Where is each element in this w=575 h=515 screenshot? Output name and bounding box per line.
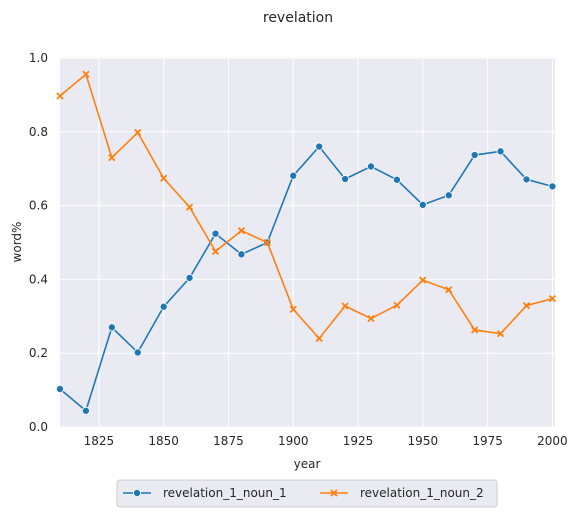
legend-entry-revelation_1_noun_2: revelation_1_noun_2 [320,486,484,500]
data-point-revelation_1_noun_1-1880 [237,250,246,259]
data-point-revelation_1_noun_2-2000-stroke-b [548,294,557,303]
series-revelation_1_noun_2 [56,70,557,343]
data-point-revelation_1_noun_2-1990-stroke-b [522,301,531,310]
data-point-revelation_1_noun_2-1880-stroke-b [237,227,246,235]
data-point-revelation_1_noun_2-1900 [289,305,297,313]
data-point-revelation_1_noun_2-1920-stroke-b [341,302,349,310]
y-tick-label: 0.6 [29,199,48,213]
data-point-revelation_1_noun_2-1820-stroke-b [82,70,90,78]
data-point-revelation_1_noun_2-1890-stroke-b [263,238,271,247]
y-tick-label: 0.4 [29,272,48,286]
data-point-revelation_1_noun_2-1910-stroke-b [315,334,323,343]
legend-marker-revelation_1_noun_1 [132,488,141,497]
data-point-revelation_1_noun_2-2000 [548,294,557,303]
legend-box [116,479,498,508]
data-point-revelation_1_noun_2-1940-stroke-b [393,301,401,309]
data-point-revelation_1_noun_1-1980 [496,147,505,156]
data-point-revelation_1_noun_2-1840-stroke-b [134,128,142,137]
series-line-revelation_1_noun_1 [59,145,553,413]
data-point-revelation_1_noun_1-1860 [185,273,194,282]
data-point-revelation_1_noun_2-1900-stroke-b [289,305,297,313]
data-point-revelation_1_noun_2-1940 [393,301,401,309]
data-point-revelation_1_noun_2-1910 [315,334,323,343]
legend-marker-revelation_1_noun_2-stroke-b [330,489,338,497]
data-point-revelation_1_noun_2-1830-stroke-b [108,153,116,162]
legend-label-revelation_1_noun_1: revelation_1_noun_1 [163,486,287,500]
y-tick-label: 0.2 [29,346,48,360]
data-point-revelation_1_noun_2-1970-stroke-b [471,326,479,334]
data-point-revelation_1_noun_2-1860 [185,203,194,211]
data-point-revelation_1_noun_1-1920 [341,175,350,184]
data-point-revelation_1_noun_2-1840 [134,128,142,137]
chart-title: revelation [263,10,333,26]
data-point-revelation_1_noun_2-1930-stroke-b [367,314,375,323]
data-point-revelation_1_noun_1-1970 [470,151,479,160]
data-point-revelation_1_noun_1-1940 [392,175,401,184]
data-point-revelation_1_noun_2-1990 [522,301,531,310]
data-point-revelation_1_noun_2-1980 [496,330,505,338]
data-point-revelation_1_noun_2-1960 [445,286,453,294]
legend-marker-revelation_1_noun_2 [330,489,338,497]
x-tick-label: 1975 [472,434,503,448]
data-point-revelation_1_noun_1-1830 [107,323,116,332]
data-point-revelation_1_noun_2-1870-stroke-b [211,247,220,255]
data-point-revelation_1_noun_2-1950 [419,276,427,284]
data-point-revelation_1_noun_2-1870 [211,247,220,255]
data-point-revelation_1_noun_1-1950 [418,200,427,209]
data-point-revelation_1_noun_2-1980-stroke-b [496,330,505,338]
data-point-revelation_1_noun_2-1830 [108,153,116,162]
y-axis-ticks: 0.0 0.2 0.4 0.6 0.8 1.0 [29,51,48,434]
data-point-revelation_1_noun_1-1900 [289,171,298,180]
data-point-revelation_1_noun_1-1960 [444,191,453,200]
x-tick-label: 1825 [84,434,115,448]
data-point-revelation_1_noun_2-1850-stroke-b [160,174,168,182]
data-point-revelation_1_noun_2-1960-stroke-b [445,286,453,294]
y-tick-label: 0.8 [29,125,48,139]
data-point-revelation_1_noun_2-1950-stroke-b [419,276,427,284]
data-point-revelation_1_noun_2-1850 [160,174,168,182]
data-point-revelation_1_noun_1-1850 [159,302,168,311]
x-axis-ticks: 1825 1850 1875 1900 1925 1950 1975 2000 [84,434,568,448]
legend: revelation_1_noun_1 revelation_1_noun_2 [116,479,498,508]
data-point-revelation_1_noun_1-1990 [522,175,531,184]
x-tick-label: 1875 [213,434,244,448]
data-point-revelation_1_noun_2-1970 [471,326,479,334]
plot-background [60,58,555,427]
x-tick-label: 1900 [278,434,309,448]
data-point-revelation_1_noun_1-1810 [56,384,65,393]
legend-label-revelation_1_noun_2: revelation_1_noun_2 [360,486,484,500]
data-point-revelation_1_noun_1-1870 [211,229,220,238]
legend-entry-revelation_1_noun_1: revelation_1_noun_1 [123,486,287,500]
data-point-revelation_1_noun_1-2000 [548,182,557,191]
x-axis-label: year [294,457,321,471]
x-tick-label: 2000 [537,434,568,448]
data-point-revelation_1_noun_2-1860-stroke-b [185,203,194,211]
grid-lines [60,57,555,428]
data-point-revelation_1_noun_2-1930 [367,314,375,323]
data-point-revelation_1_noun_2-1890 [263,238,271,247]
data-point-revelation_1_noun_2-1820 [82,70,90,78]
series-layer [56,70,557,415]
y-tick-label: 0.0 [29,420,48,434]
x-tick-label: 1850 [148,434,179,448]
data-point-revelation_1_noun_1-1910 [315,142,324,151]
data-point-revelation_1_noun_2-1810-stroke-b [56,92,64,100]
data-point-revelation_1_noun_2-1880 [237,227,246,235]
y-tick-label: 1.0 [29,51,48,65]
data-point-revelation_1_noun_1-1930 [366,162,375,171]
x-tick-label: 1950 [408,434,439,448]
data-point-revelation_1_noun_2-1920 [341,302,349,310]
data-point-revelation_1_noun_1-1840 [133,348,142,357]
series-line-revelation_1_noun_2 [59,72,553,340]
x-tick-label: 1925 [343,434,374,448]
series-revelation_1_noun_1 [56,142,557,415]
data-point-revelation_1_noun_1-1820 [81,406,90,415]
y-axis-label: word% [10,222,24,263]
data-point-revelation_1_noun_2-1810 [56,92,64,100]
